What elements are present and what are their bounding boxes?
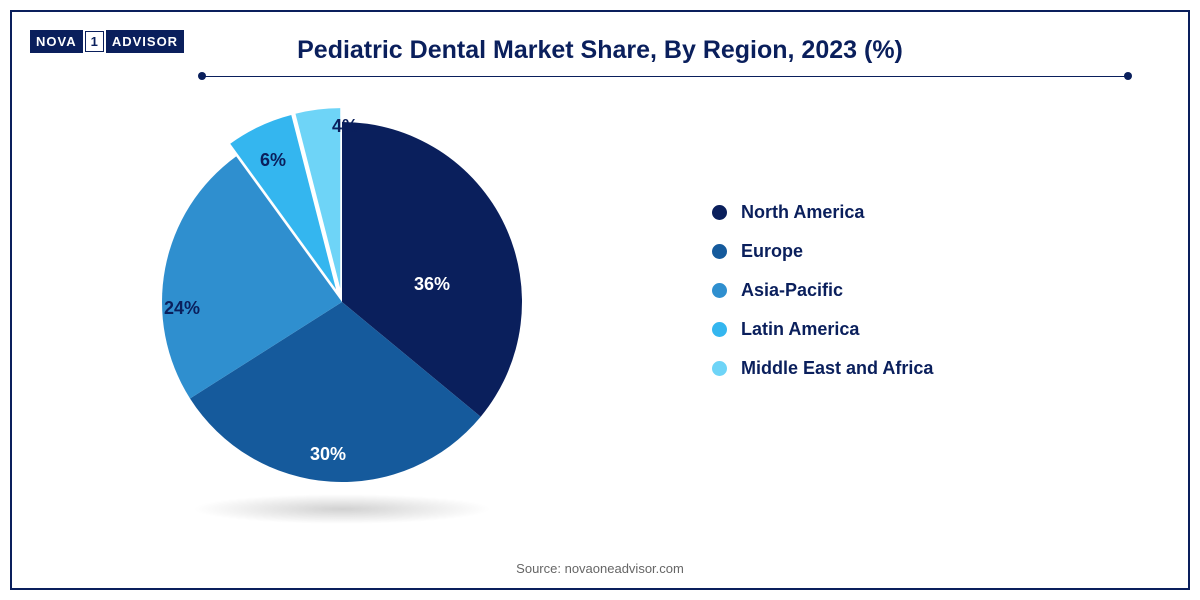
legend-label: Asia-Pacific (741, 280, 843, 301)
legend-item: North America (712, 202, 933, 223)
slice-label: 4% (332, 116, 358, 137)
pie-chart: 36% 30% 24% 6% 4% (132, 92, 552, 512)
title-rule (202, 76, 1128, 77)
chart-frame: NOVA 1 ADVISOR Pediatric Dental Market S… (10, 10, 1190, 590)
legend-dot (712, 322, 727, 337)
slice-label: 24% (164, 298, 200, 319)
legend-label: North America (741, 202, 864, 223)
legend: North America Europe Asia-Pacific Latin Ame… (712, 202, 933, 397)
source-text: Source: novaoneadvisor.com (12, 561, 1188, 576)
chart-shadow (192, 494, 492, 524)
legend-dot (712, 205, 727, 220)
legend-dot (712, 361, 727, 376)
legend-label: Europe (741, 241, 803, 262)
chart-title: Pediatric Dental Market Share, By Region… (12, 36, 1188, 65)
slice-label: 30% (310, 444, 346, 465)
legend-item: Asia-Pacific (712, 280, 933, 301)
slice-label: 6% (260, 150, 286, 171)
legend-label: Middle East and Africa (741, 358, 933, 379)
legend-label: Latin America (741, 319, 859, 340)
legend-item: Middle East and Africa (712, 358, 933, 379)
legend-item: Latin America (712, 319, 933, 340)
legend-dot (712, 244, 727, 259)
legend-item: Europe (712, 241, 933, 262)
legend-dot (712, 283, 727, 298)
slice-label: 36% (414, 274, 450, 295)
